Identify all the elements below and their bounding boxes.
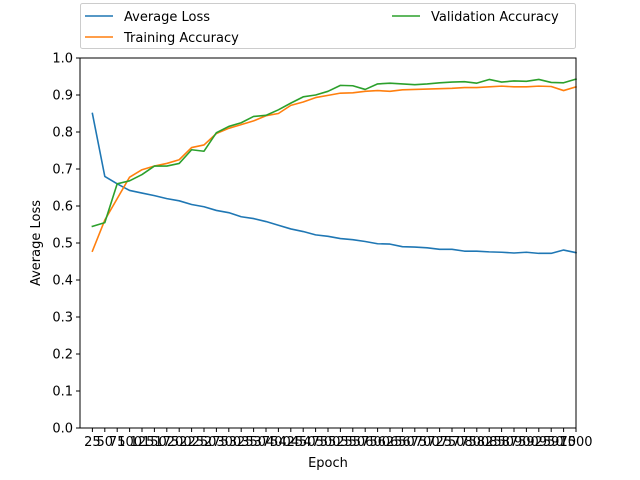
x-tick-label: 325 — [229, 435, 254, 450]
x-tick-label: 875 — [502, 435, 527, 450]
x-tick-label: 625 — [378, 435, 403, 450]
x-tick-label: 450 — [291, 435, 316, 450]
x-tick-label: 750 — [440, 435, 465, 450]
plot-lines — [91, 78, 577, 255]
y-tick-label: 0.0 — [52, 422, 73, 437]
x-tick-label: 525 — [328, 435, 353, 450]
x-axis: 2550751001251501752002252502753003253503… — [84, 428, 593, 450]
x-tick-label: 400 — [266, 435, 291, 450]
x-tick-label: 925 — [526, 435, 551, 450]
x-tick-label: 775 — [452, 435, 477, 450]
x-tick-label: 225 — [179, 435, 204, 450]
x-tick-label: 550 — [340, 435, 365, 450]
y-tick-label: 0.4 — [52, 274, 73, 289]
series-line-validation-accuracy — [91, 78, 577, 228]
legend-label-training-accuracy: Training Accuracy — [123, 31, 239, 46]
legend-items: Average Loss Training Accuracy Validation … — [85, 10, 559, 46]
x-tick-label: 375 — [254, 435, 279, 450]
x-tick-label: 100 — [117, 435, 142, 450]
x-tick-label: 250 — [192, 435, 217, 450]
x-tick-label: 600 — [365, 435, 390, 450]
x-tick-label: 350 — [241, 435, 266, 450]
series-line-training-accuracy — [91, 85, 577, 253]
x-tick-label: 800 — [464, 435, 489, 450]
x-tick-label: 150 — [142, 435, 167, 450]
x-tick-label: 825 — [477, 435, 502, 450]
x-tick-label: 575 — [353, 435, 378, 450]
x-tick-label: 125 — [130, 435, 155, 450]
x-tick-label: 1000 — [559, 435, 592, 450]
y-tick-label: 0.3 — [52, 311, 73, 326]
x-tick-label: 900 — [514, 435, 539, 450]
y-tick-label: 0.5 — [52, 237, 73, 252]
x-tick-label: 425 — [278, 435, 303, 450]
y-tick-label: 0.7 — [52, 163, 73, 178]
y-tick-label: 0.8 — [52, 126, 73, 141]
x-tick-label: 75 — [109, 435, 126, 450]
y-tick-label: 0.2 — [52, 348, 73, 363]
x-tick-label: 200 — [167, 435, 192, 450]
legend-label-validation-accuracy: Validation Accuracy — [431, 10, 559, 25]
x-tick-label: 475 — [303, 435, 328, 450]
y-axis-label: Average Loss — [29, 200, 44, 286]
y-tick-label: 1.0 — [52, 52, 73, 67]
x-tick-label: 50 — [97, 435, 114, 450]
x-tick-label: 700 — [415, 435, 440, 450]
x-tick-label: 275 — [204, 435, 229, 450]
x-tick-label: 175 — [154, 435, 179, 450]
y-axis: 0.0 0.1 0.2 0.3 0.4 0.5 0.6 0.7 0.8 0.9 1.0 — [52, 52, 80, 437]
legend-label-average-loss: Average Loss — [124, 10, 210, 25]
legend: Average Loss Training Accuracy Validation … — [80, 3, 576, 49]
x-tick-label: 675 — [402, 435, 427, 450]
series-line-average-loss — [91, 112, 577, 255]
x-axis-label: Epoch — [308, 456, 348, 471]
y-tick-label: 0.9 — [52, 89, 73, 104]
x-tick-label: 950 — [539, 435, 564, 450]
y-tick-label: 0.6 — [52, 200, 73, 215]
x-tick-label: 850 — [489, 435, 514, 450]
x-tick-label: 650 — [390, 435, 415, 450]
y-tick-label: 0.1 — [52, 385, 73, 400]
x-tick-label: 300 — [216, 435, 241, 450]
x-tick-label: 25 — [84, 435, 101, 450]
x-tick-label: 725 — [427, 435, 452, 450]
x-tick-label: 500 — [316, 435, 341, 450]
x-tick-label: 975 — [551, 435, 576, 450]
legend-box — [80, 3, 576, 49]
